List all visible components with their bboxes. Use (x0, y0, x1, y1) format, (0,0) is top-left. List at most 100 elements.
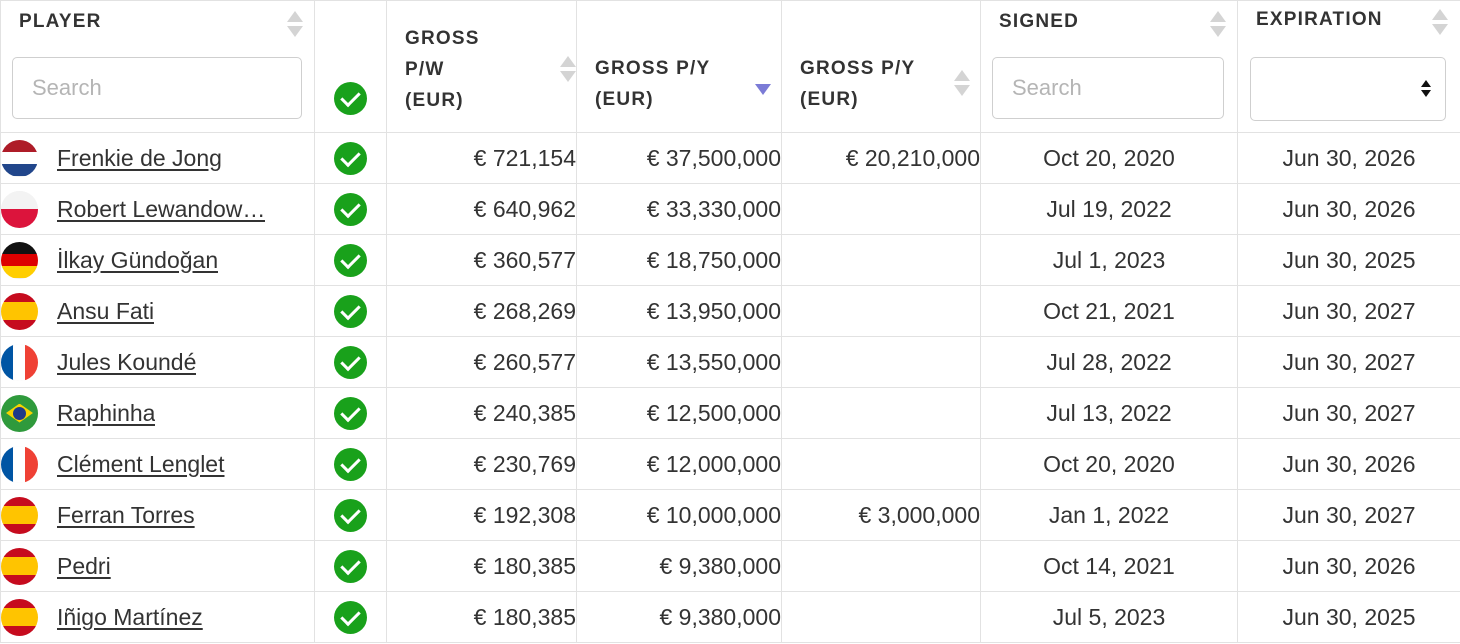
player-name-link[interactable]: Ferran Torres (57, 501, 195, 528)
verified-cell (314, 336, 387, 388)
player-name-link[interactable]: Raphinha (57, 399, 156, 426)
gross-pw-cell: € 640,962 (386, 183, 577, 235)
column-header-gross-py-2[interactable]: GROSS P/Y (EUR) (781, 0, 981, 133)
verified-cell (314, 285, 387, 337)
gross-py-cell: € 10,000,000 (576, 489, 782, 541)
check-circle-icon (334, 141, 367, 175)
check-circle-icon (334, 447, 367, 481)
france-flag-icon (1, 343, 39, 381)
expiration-date-cell: Jun 30, 2025 (1237, 591, 1460, 643)
signed-date-cell: Jul 19, 2022 (980, 183, 1238, 235)
verified-cell (314, 132, 387, 184)
player-cell: Clément Lenglet (0, 438, 315, 490)
signed-date-cell: Oct 20, 2020 (980, 132, 1238, 184)
check-circle-icon (334, 600, 367, 634)
player-name-link[interactable]: Ansu Fati (57, 297, 155, 324)
signed-date-cell: Oct 20, 2020 (980, 438, 1238, 490)
table-row: Ferran Torres € 192,308 € 10,000,000 € 3… (0, 489, 1460, 541)
check-circle-icon (334, 345, 367, 379)
table-row: İlkay Gündoğan € 360,577 € 18,750,000 Ju… (0, 234, 1460, 286)
gross-py-cell: € 33,330,000 (576, 183, 782, 235)
player-cell: İlkay Gündoğan (0, 234, 315, 286)
gross-py-2-cell: € 3,000,000 (781, 489, 981, 541)
gross-pw-cell: € 192,308 (386, 489, 577, 541)
verified-cell (314, 540, 387, 592)
gross-py-cell: € 37,500,000 (576, 132, 782, 184)
check-circle-icon (334, 294, 367, 328)
signed-date-cell: Oct 21, 2021 (980, 285, 1238, 337)
player-cell: Robert Lewandow… (0, 183, 315, 235)
signed-date-cell: Jul 1, 2023 (980, 234, 1238, 286)
expiration-header-label: EXPIRATION (1256, 9, 1383, 30)
column-header-gross-pw[interactable]: GROSS P/W (EUR) (386, 0, 577, 133)
player-cell: Iñigo Martínez (0, 591, 315, 643)
column-header-signed[interactable]: SIGNED (980, 0, 1238, 133)
brazil-flag-icon (1, 394, 38, 432)
expiration-date-cell: Jun 30, 2027 (1237, 387, 1460, 439)
player-cell: Ferran Torres (0, 489, 315, 541)
player-name-link[interactable]: Iñigo Martínez (57, 603, 203, 630)
player-cell: Ansu Fati (0, 285, 315, 337)
netherlands-flag-icon (1, 139, 38, 177)
column-header-gross-py[interactable]: GROSS P/Y (EUR) (576, 0, 782, 133)
expiration-date-cell: Jun 30, 2025 (1237, 234, 1460, 286)
column-header-expiration[interactable]: EXPIRATION (1237, 0, 1460, 133)
table-row: Jules Koundé € 260,577 € 13,550,000 Jul … (0, 336, 1460, 388)
gross-py-cell: € 9,380,000 (576, 540, 782, 592)
gross-pw-cell: € 230,769 (386, 438, 577, 490)
player-name-link[interactable]: Clément Lenglet (57, 450, 225, 477)
gross-py-2-cell (781, 285, 981, 337)
player-name-link[interactable]: İlkay Gündoğan (57, 246, 219, 273)
gross-pw-cell: € 180,385 (386, 540, 577, 592)
check-circle-icon (334, 498, 367, 532)
expiration-date-cell: Jun 30, 2026 (1237, 540, 1460, 592)
gross-py-cell: € 18,750,000 (576, 234, 782, 286)
gross-py-2-cell (781, 438, 981, 490)
gross-py-header-label: GROSS P/Y (EUR) (595, 58, 711, 110)
gross-py-cell: € 13,950,000 (576, 285, 782, 337)
verified-cell (314, 489, 387, 541)
player-name-link[interactable]: Robert Lewandow… (57, 195, 266, 222)
expiration-date-cell: Jun 30, 2027 (1237, 336, 1460, 388)
signed-date-cell: Jul 5, 2023 (980, 591, 1238, 643)
player-name-link[interactable]: Frenkie de Jong (57, 144, 222, 171)
player-name-link[interactable]: Pedri (57, 552, 111, 579)
germany-flag-icon (1, 241, 38, 279)
player-cell: Jules Koundé (0, 336, 315, 388)
verified-cell (314, 438, 387, 490)
gross-py-2-header-label: GROSS P/Y (EUR) (800, 58, 916, 110)
signed-date-cell: Jul 13, 2022 (980, 387, 1238, 439)
player-name-link[interactable]: Jules Koundé (57, 348, 197, 375)
player-search-input[interactable] (12, 57, 302, 119)
signed-date-cell: Jan 1, 2022 (980, 489, 1238, 541)
gross-pw-cell: € 260,577 (386, 336, 577, 388)
gross-py-cell: € 13,550,000 (576, 336, 782, 388)
expiration-date-cell: Jun 30, 2026 (1237, 132, 1460, 184)
gross-pw-cell: € 240,385 (386, 387, 577, 439)
gross-py-cell: € 9,380,000 (576, 591, 782, 643)
table-row: Iñigo Martínez € 180,385 € 9,380,000 Jul… (0, 591, 1460, 643)
table-row: Raphinha € 240,385 € 12,500,000 Jul 13, … (0, 387, 1460, 439)
signed-search-input[interactable] (992, 57, 1224, 119)
gross-py-2-cell: € 20,210,000 (781, 132, 981, 184)
expiration-date-cell: Jun 30, 2027 (1237, 489, 1460, 541)
table-row: Ansu Fati € 268,269 € 13,950,000 Oct 21,… (0, 285, 1460, 337)
verified-cell (314, 183, 387, 235)
expiration-filter-select[interactable] (1250, 57, 1446, 121)
table-row: Frenkie de Jong € 721,154 € 37,500,000 €… (0, 132, 1460, 184)
player-cell: Raphinha (0, 387, 315, 439)
table-row: Robert Lewandow… € 640,962 € 33,330,000 … (0, 183, 1460, 235)
spain-flag-icon (1, 598, 38, 636)
column-header-player[interactable]: PLAYER (0, 0, 315, 133)
check-circle-icon (334, 192, 367, 226)
france-flag-icon (1, 445, 39, 483)
gross-pw-cell: € 360,577 (386, 234, 577, 286)
signed-date-cell: Oct 14, 2021 (980, 540, 1238, 592)
spain-flag-icon (1, 292, 38, 330)
poland-flag-icon (1, 190, 38, 228)
select-arrows-icon (1421, 80, 1431, 98)
player-cell: Frenkie de Jong (0, 132, 315, 184)
